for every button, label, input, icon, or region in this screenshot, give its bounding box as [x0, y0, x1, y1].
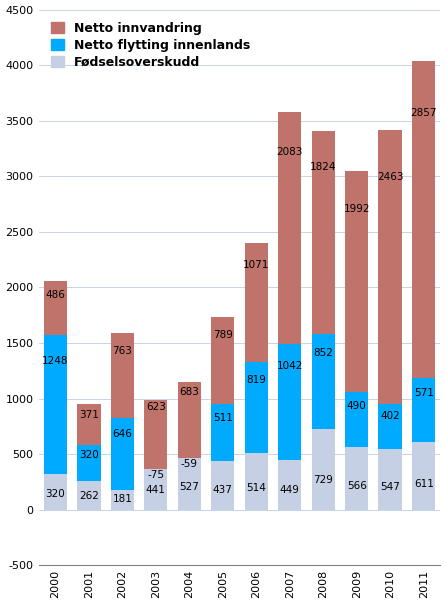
- Text: 1071: 1071: [243, 260, 269, 271]
- Text: 852: 852: [313, 349, 333, 358]
- Bar: [412, 61, 435, 378]
- Text: 2463: 2463: [377, 172, 404, 182]
- Text: 2857: 2857: [410, 109, 437, 118]
- Text: 449: 449: [280, 485, 300, 495]
- Bar: [111, 490, 134, 510]
- Bar: [211, 405, 235, 461]
- Text: 511: 511: [213, 413, 233, 423]
- Text: 181: 181: [112, 493, 132, 504]
- Bar: [412, 442, 435, 510]
- Bar: [278, 460, 301, 510]
- Text: 441: 441: [146, 485, 166, 495]
- Text: 611: 611: [414, 480, 434, 489]
- Bar: [44, 335, 67, 474]
- Text: 683: 683: [179, 387, 199, 397]
- Text: 763: 763: [112, 345, 132, 356]
- Text: 1824: 1824: [310, 162, 336, 172]
- Text: 566: 566: [347, 481, 367, 491]
- Text: 262: 262: [79, 491, 99, 501]
- Text: 789: 789: [213, 330, 233, 340]
- Text: 623: 623: [146, 402, 166, 412]
- Bar: [144, 461, 168, 510]
- Bar: [244, 452, 268, 510]
- Bar: [111, 333, 134, 418]
- Bar: [44, 474, 67, 510]
- Bar: [244, 362, 268, 452]
- Text: 527: 527: [179, 482, 199, 492]
- Bar: [311, 334, 335, 429]
- Text: 402: 402: [380, 411, 400, 421]
- Text: 320: 320: [45, 489, 65, 499]
- Text: -75: -75: [147, 470, 164, 480]
- Text: 2083: 2083: [277, 147, 303, 157]
- Text: 320: 320: [79, 451, 99, 460]
- Bar: [379, 449, 402, 510]
- Text: 371: 371: [79, 410, 99, 420]
- Text: -59: -59: [181, 459, 198, 469]
- Bar: [311, 131, 335, 334]
- Bar: [111, 418, 134, 490]
- Bar: [211, 316, 235, 405]
- Bar: [77, 445, 100, 481]
- Text: 514: 514: [246, 483, 266, 493]
- Bar: [178, 451, 201, 458]
- Text: 1248: 1248: [42, 356, 69, 366]
- Bar: [178, 451, 201, 510]
- Bar: [178, 382, 201, 458]
- Text: 490: 490: [347, 400, 367, 411]
- Bar: [77, 481, 100, 510]
- Text: 646: 646: [112, 429, 132, 439]
- Text: 437: 437: [213, 485, 233, 495]
- Bar: [345, 447, 368, 510]
- Bar: [144, 461, 168, 469]
- Bar: [278, 344, 301, 460]
- Text: 547: 547: [380, 481, 400, 492]
- Text: 571: 571: [414, 388, 434, 398]
- Text: 819: 819: [246, 375, 266, 385]
- Bar: [77, 404, 100, 445]
- Bar: [278, 112, 301, 344]
- Text: 486: 486: [45, 289, 65, 300]
- Bar: [44, 281, 67, 335]
- Bar: [244, 243, 268, 362]
- Text: 729: 729: [313, 475, 333, 486]
- Text: 1042: 1042: [277, 361, 303, 371]
- Bar: [379, 130, 402, 404]
- Bar: [311, 429, 335, 510]
- Bar: [412, 378, 435, 442]
- Bar: [345, 171, 368, 393]
- Text: 1992: 1992: [343, 204, 370, 214]
- Bar: [211, 461, 235, 510]
- Legend: Netto innvandring, Netto flytting innenlands, Fødselsoverskudd: Netto innvandring, Netto flytting innenl…: [45, 16, 256, 75]
- Bar: [379, 404, 402, 449]
- Bar: [144, 400, 168, 469]
- Bar: [345, 393, 368, 447]
